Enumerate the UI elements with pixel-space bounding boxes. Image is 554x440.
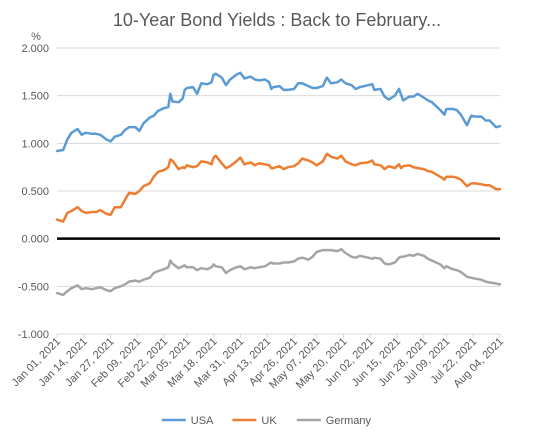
y-tick-label: 1.000 [21,138,49,150]
gridlines [57,47,500,335]
series-lines [55,71,502,297]
y-tick-label: 0.500 [21,186,49,198]
legend-label-germany: Germany [326,415,372,427]
legend: USA UK Germany [161,415,372,427]
series-line-uk [55,152,502,223]
y-axis-ticks: 2.000 1.500 1.000 0.500 0.000 -0.500 -1.000 [18,43,49,341]
y-tick-label: 0.000 [21,234,49,246]
legend-label-uk: UK [261,415,277,427]
series-line-germany [55,247,502,297]
y-axis-label: % [31,31,41,43]
y-tick-label: -0.500 [18,281,49,293]
chart-title: 10-Year Bond Yields : Back to February..… [113,10,441,30]
legend-label-usa: USA [191,415,214,427]
y-tick-label: -1.000 [18,329,49,341]
series-line-usa [55,71,502,153]
y-tick-label: 1.500 [21,91,49,103]
y-tick-label: 2.000 [21,43,49,55]
